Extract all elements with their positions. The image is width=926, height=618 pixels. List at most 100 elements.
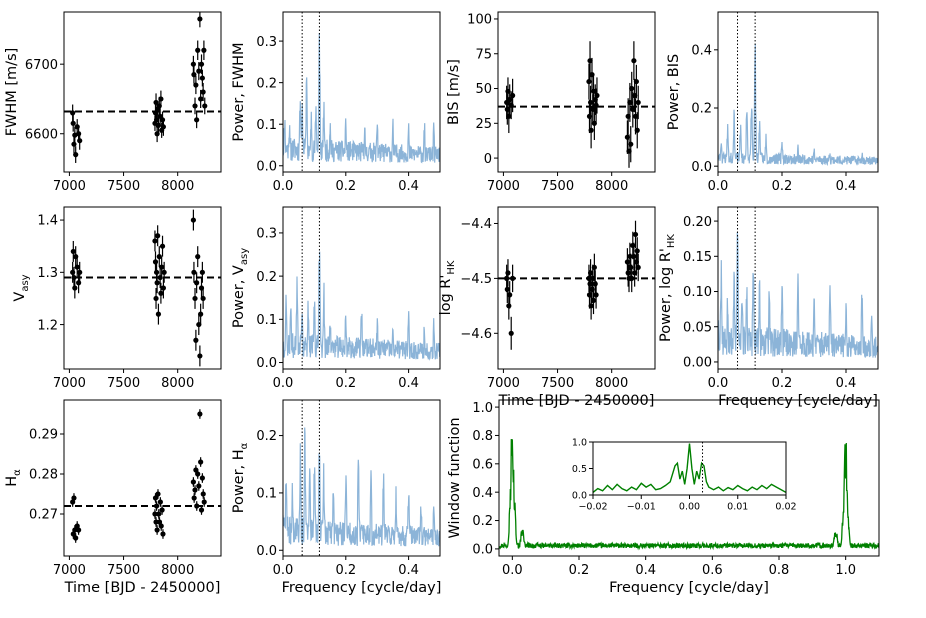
axes-frame	[63, 206, 222, 370]
panel-window_zoom: −0.02 −0.01 0.00 0.01 0.02 0.0 0.5 1.0	[572, 437, 797, 512]
y-axis-label-subscript: asy	[20, 274, 31, 291]
data-point	[159, 264, 165, 270]
data-point	[155, 491, 161, 497]
panel-fwhm_gls: 0.0 0.2 0.4 0.0 0.1 0.2 0.3 Power, FWHM	[231, 11, 441, 194]
y-tick-label: 0.00	[683, 356, 712, 371]
y-axis-label-main: Power, log R'	[658, 248, 674, 342]
data-layer-bis_ts	[498, 41, 655, 168]
data-point	[201, 47, 207, 53]
data-point	[200, 491, 206, 497]
data-point	[192, 487, 198, 493]
y-tick-label: 0.29	[29, 428, 58, 443]
x-tick-label: 7000	[53, 563, 86, 578]
panel-bis_ts: 7000 7500 8000 0 25 50 75 100 BIS [m/s]	[446, 11, 656, 194]
data-point	[159, 243, 166, 249]
data-point	[72, 285, 78, 291]
x-tick-label: 0.2	[335, 563, 356, 578]
data-point	[197, 16, 203, 22]
data-point	[71, 495, 77, 501]
y-axis-label-subscript: HK	[446, 260, 457, 275]
x-tick-label: 0.2	[335, 179, 356, 194]
y-tick-label: 0.0	[256, 544, 277, 559]
data-point	[76, 527, 82, 533]
axes-frame	[63, 399, 222, 557]
x-axis-label: Frequency [cycle/day]	[609, 580, 769, 596]
y-tick-label: −4.5	[460, 272, 492, 287]
series-line	[283, 251, 440, 361]
series-line	[499, 439, 879, 551]
series-line	[283, 427, 440, 547]
x-tick-label: 0.00	[679, 502, 700, 513]
data-point	[70, 248, 76, 255]
y-tick-label: 0.0	[572, 490, 587, 501]
x-tick-label: 0.2	[772, 179, 793, 194]
data-point	[154, 280, 160, 286]
data-point	[193, 82, 199, 88]
y-axis-label: Power, Vasy	[231, 248, 250, 328]
data-layer-window_zoom	[593, 442, 786, 495]
data-point	[635, 99, 641, 106]
x-tick-label: 0.2	[569, 563, 590, 578]
y-tick-label: 0.2	[256, 429, 277, 444]
x-tick-label: 7000	[53, 376, 86, 391]
series-line	[593, 443, 786, 494]
y-tick-label: 0.0	[472, 543, 493, 558]
y-tick-label: 0.10	[683, 285, 712, 300]
data-point	[201, 499, 207, 505]
y-tick-label: −4.6	[460, 327, 492, 342]
x-tick-label: 8000	[595, 179, 628, 194]
y-tick-label: 100	[467, 13, 492, 28]
data-point	[200, 89, 206, 95]
x-tick-label: 7000	[53, 179, 86, 194]
data-point	[505, 270, 511, 276]
y-tick-label: 0.2	[691, 102, 712, 117]
data-point	[158, 290, 164, 296]
data-point	[193, 337, 199, 343]
data-point	[199, 75, 205, 81]
y-axis-label-subscript: α	[12, 469, 23, 476]
axes-frame	[498, 399, 880, 557]
x-axis-label: Time [BJD - 2450000]	[498, 393, 655, 409]
y-tick-label: 0.2	[256, 76, 277, 91]
x-tick-label: 0.4	[836, 179, 857, 194]
data-point	[633, 78, 639, 85]
panel-window: 0.0 0.2 0.4 0.6 0.8 1.0 0.0 0.2 0.4 0.6 0.8 1.0 Freq…	[447, 399, 880, 596]
data-point	[160, 285, 166, 291]
y-axis-label-main: Power, FWHM	[231, 42, 247, 141]
y-tick-label: 0.0	[256, 356, 277, 371]
y-axis-label: Power, log R'HK	[658, 234, 677, 342]
data-point	[587, 58, 593, 64]
data-point	[634, 127, 640, 133]
x-tick-label: 7500	[541, 376, 574, 391]
x-tick-label: 0.4	[398, 179, 419, 194]
data-point	[628, 264, 634, 271]
data-point	[199, 269, 205, 275]
data-point	[194, 117, 200, 123]
data-point	[593, 292, 599, 298]
x-tick-label: 7500	[107, 563, 140, 578]
x-tick-label: 0.0	[708, 179, 729, 194]
y-axis-label: log R'HK	[438, 260, 457, 315]
data-point	[198, 311, 204, 317]
x-tick-label: 0.4	[635, 563, 656, 578]
y-tick-label: 0.6	[472, 457, 493, 472]
data-point	[634, 248, 640, 254]
data-point	[155, 311, 162, 317]
y-tick-label: 6700	[25, 58, 58, 73]
y-tick-label: 0.4	[691, 43, 712, 58]
x-tick-label: 7500	[107, 376, 140, 391]
x-tick-label: 0.4	[398, 376, 419, 391]
y-tick-label: 75	[475, 47, 492, 62]
data-point	[72, 527, 78, 533]
x-tick-label: −0.01	[627, 502, 656, 513]
y-axis-label-subscript: asy	[239, 248, 250, 265]
y-tick-label: 0.3	[256, 35, 277, 50]
axes-frame	[717, 11, 879, 173]
data-point	[624, 259, 630, 265]
panel-fwhm_ts: 7000 7500 8000 6600 6700 FWHM [m/s]	[4, 11, 222, 194]
data-point	[594, 92, 600, 99]
data-point	[158, 523, 164, 529]
data-point	[587, 99, 594, 106]
data-point	[592, 281, 598, 287]
data-point	[195, 254, 201, 260]
